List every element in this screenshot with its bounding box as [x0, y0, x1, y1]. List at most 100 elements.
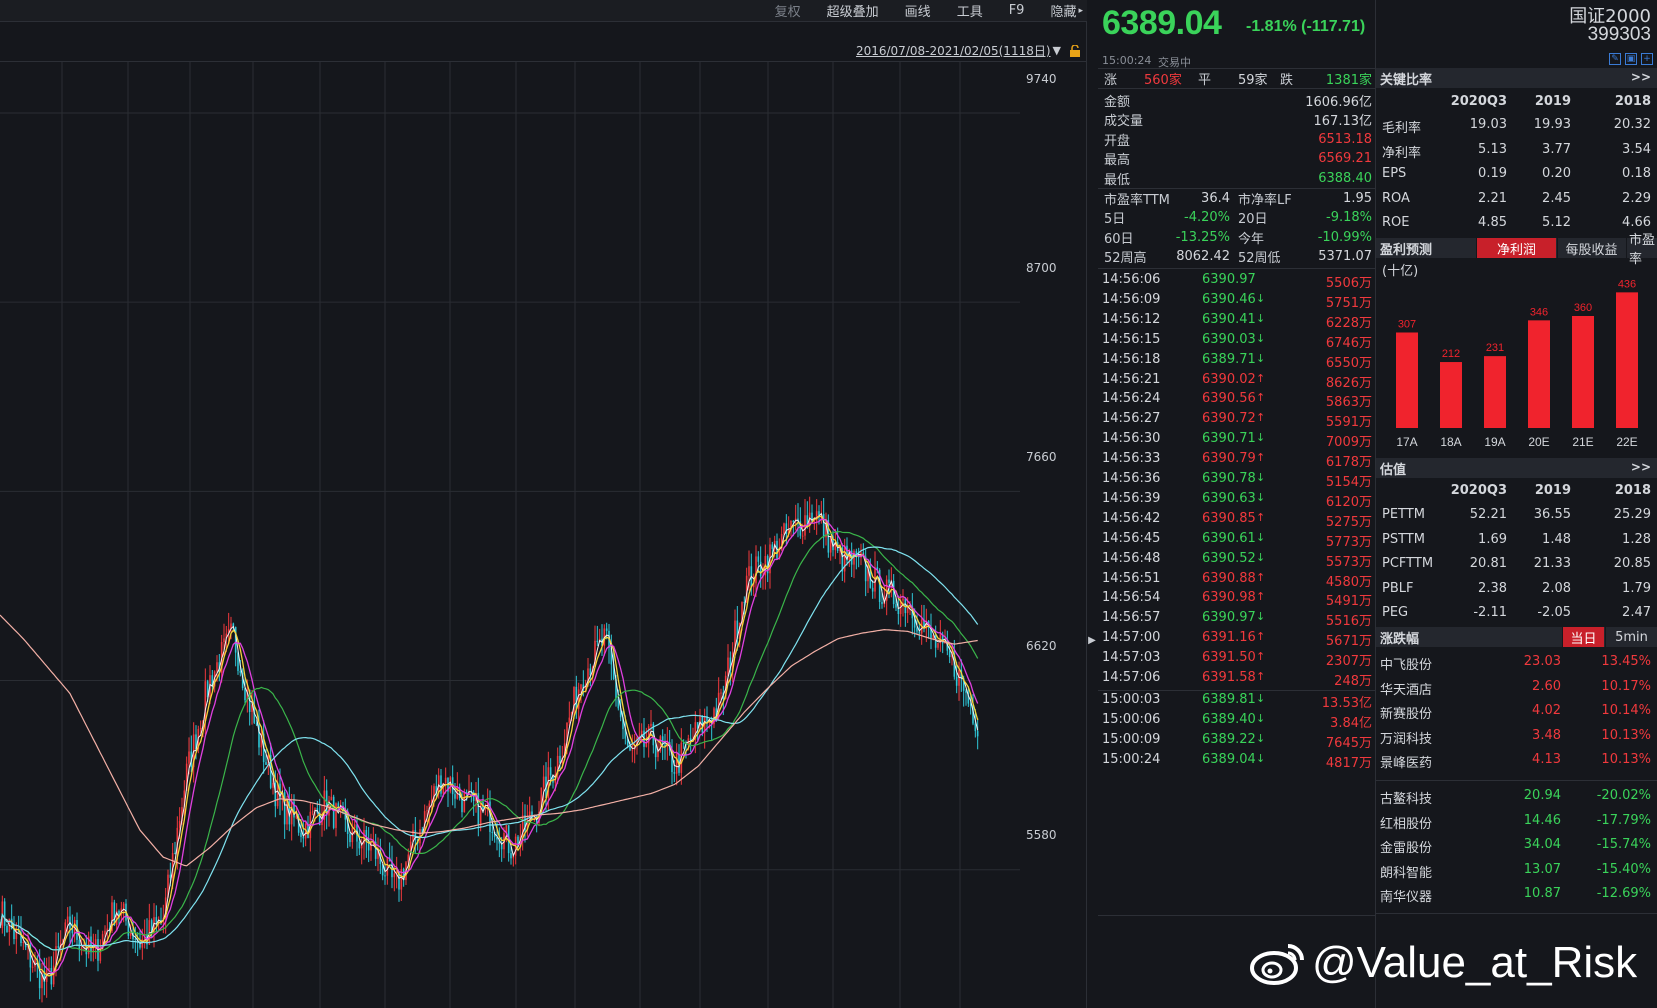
tab-today[interactable]: 当日 [1562, 627, 1604, 647]
candle-body [843, 545, 846, 572]
toolbar-tools-button[interactable]: 工具 [956, 5, 983, 20]
candle-body [757, 556, 760, 562]
row-label: PEG [1382, 605, 1409, 620]
candle-body [654, 745, 657, 758]
candle-body [426, 810, 428, 812]
stock-pct: 10.13% [1601, 752, 1651, 768]
add-icon[interactable]: + [1641, 53, 1653, 65]
loser-row[interactable]: 古鳌科技 20.94 -20.02% [1376, 784, 1657, 808]
candle-body [94, 939, 97, 950]
toolbar-hide-button[interactable]: 隐藏 [1050, 5, 1077, 20]
pair-value: -9.18% [1326, 210, 1372, 225]
candle-body [505, 825, 508, 834]
tab-5min[interactable]: 5min [1605, 627, 1657, 647]
watermark: @Value_at_Risk [1250, 938, 1637, 988]
tick-price: 6390.56 [1202, 391, 1256, 407]
candle-body [377, 850, 379, 859]
candle-body [169, 874, 172, 878]
lock-icon[interactable] [1069, 44, 1081, 57]
candle-body [106, 928, 109, 931]
tick-row: 14:57:00 6391.16 ↑ 5671万 [1098, 628, 1376, 649]
candle-body [661, 736, 664, 745]
tick-price: 6389.40 [1202, 711, 1256, 727]
tick-row: 14:56:57 6390.97 ↓ 5516万 [1098, 608, 1376, 629]
tick-time: 14:56:57 [1102, 610, 1161, 626]
loser-row[interactable]: 红相股份 14.46 -17.79% [1376, 809, 1657, 833]
tick-price: 6390.72 [1202, 411, 1256, 427]
candle-body [365, 829, 368, 843]
stat-value: 6513.18 [1318, 131, 1372, 147]
candle-body [300, 832, 302, 837]
tick-time: 14:56:51 [1102, 570, 1161, 586]
toolbar-overlay-button[interactable]: 超级叠加 [826, 5, 879, 20]
tick-row: 15:00:09 6389.22 ↓ 7645万 [1098, 730, 1376, 751]
candle-body [246, 689, 249, 701]
bar-value-label: 212 [1442, 348, 1460, 360]
candle-body [295, 816, 298, 818]
tab-pe[interactable]: 市盈率 [1626, 233, 1657, 267]
candle-body [610, 648, 613, 665]
candle-body [626, 738, 629, 746]
toolbar-fuquan-button[interactable]: 复权 [774, 5, 801, 20]
chart-toolbar: 复权 超级叠加 画线 工具 F9 隐藏 ▸ [0, 0, 1087, 22]
toolbar-draw-button[interactable]: 画线 [904, 5, 931, 20]
kline-chart[interactable] [0, 62, 1020, 1008]
toolbar-f9-button[interactable]: F9 [1008, 3, 1025, 18]
tab-eps[interactable]: 每股收益 [1557, 238, 1625, 258]
candle-body [771, 544, 774, 549]
gainer-row[interactable]: 万润科技 3.48 10.13% [1376, 724, 1657, 748]
tab-net-profit[interactable]: 净利润 [1476, 238, 1556, 258]
chevron-right-icon[interactable]: ▸ [1078, 5, 1083, 16]
valuation-header[interactable]: 估值 >> [1376, 458, 1657, 478]
ratios-header[interactable]: 关键比率 >> [1376, 68, 1657, 88]
more-button[interactable]: >> [1630, 460, 1651, 474]
stat-row: 成交量 167.13亿 [1098, 110, 1376, 130]
tick-price: 6390.79 [1202, 451, 1256, 467]
more-button[interactable]: >> [1630, 70, 1651, 84]
stat-row: 最高 6569.21 [1098, 149, 1376, 169]
candle-body [220, 642, 223, 673]
candle-body [304, 824, 307, 839]
candle-body [223, 638, 225, 643]
table-cell: 20.81 [1469, 556, 1507, 571]
tick-price: 6391.58 [1202, 670, 1256, 685]
gainer-row[interactable]: 华天酒店 2.60 10.17% [1376, 675, 1657, 699]
candle-body [895, 604, 897, 608]
candle-body [477, 793, 480, 825]
col-header: 2020Q3 [1450, 483, 1507, 498]
tick-time: 15:00:24 [1102, 751, 1161, 767]
gainer-row[interactable]: 景峰医药 4.13 10.13% [1376, 748, 1657, 772]
stock-price: 4.13 [1532, 752, 1561, 768]
date-range-link[interactable]: 2016/07/08-2021/02/05(1118日) [855, 44, 1051, 58]
candle-body [766, 556, 769, 574]
y-tick-label: 8700 [1026, 261, 1057, 275]
forecast-bar [1484, 356, 1506, 428]
collapse-panel-handle[interactable]: ▶ [1088, 634, 1096, 646]
forecast-bar [1572, 316, 1594, 428]
candle-body [260, 733, 263, 748]
gainer-row[interactable]: 新赛股份 4.02 10.14% [1376, 699, 1657, 723]
tick-price: 6390.97 [1202, 610, 1256, 626]
table-cell: 4.66 [1622, 215, 1651, 230]
ratio-pair-row: 60日 -13.25% 今年 -10.99% [1098, 227, 1376, 247]
loser-row[interactable]: 南华仪器 10.87 -12.69% [1376, 882, 1657, 906]
candle-body [276, 783, 279, 807]
table-row: 毛利率 19.03 19.93 20.32 [1376, 113, 1657, 137]
y-tick-label: 6620 [1026, 639, 1057, 653]
tick-volume: 5751万 [1325, 295, 1372, 311]
gainer-row[interactable]: 中飞股份 23.03 13.45% [1376, 650, 1657, 674]
candle-body [367, 842, 370, 851]
copy-icon[interactable]: ▣ [1625, 53, 1637, 65]
candle-body [148, 920, 151, 945]
tick-time: 14:56:15 [1102, 331, 1161, 347]
loser-row[interactable]: 朗科智能 13.07 -15.40% [1376, 858, 1657, 882]
candle-body [923, 619, 925, 629]
tick-row: 14:56:21 6390.02 ↑ 8626万 [1098, 370, 1376, 391]
caret-down-icon[interactable]: ▼ [1052, 44, 1061, 57]
loser-row[interactable]: 金雷股份 34.04 -15.74% [1376, 833, 1657, 857]
edit-icon[interactable]: ✎ [1609, 53, 1621, 65]
candle-body [115, 910, 118, 926]
row-label: ROA [1382, 190, 1410, 206]
candle-body [52, 965, 55, 985]
tick-time: 14:56:39 [1102, 490, 1161, 506]
